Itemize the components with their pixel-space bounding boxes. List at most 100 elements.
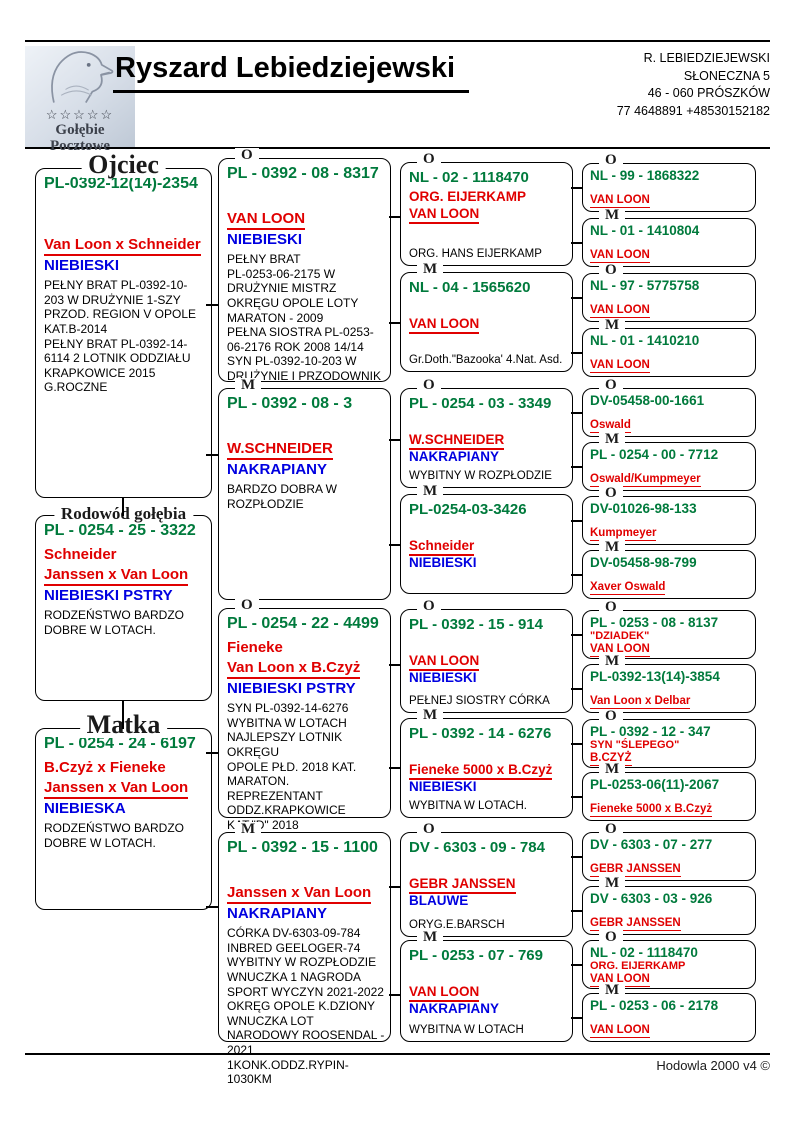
notes-text: RODZEŃSTWO BARDZO DOBRE W LOTACH. [44, 821, 184, 850]
pedigree-connector [389, 994, 400, 996]
strain-name: Janssen x Van Loon [44, 779, 206, 799]
strain-name: Janssen x Van Loon [227, 884, 385, 904]
logo-text-line2: Pocztowe [50, 137, 110, 154]
pedigree-connector [571, 242, 582, 244]
sex-label: M [599, 540, 626, 555]
ring-number: PL - 0254 - 03 - 3349 [409, 395, 552, 412]
ring-number: NL - 02 - 1118470 [409, 169, 529, 186]
pedigree-connector [206, 454, 218, 456]
strain-name: VAN LOON [409, 984, 567, 1002]
strain-name: Kumpmeyer [590, 527, 657, 541]
grandparent-box: M PL - 0392 - 15 - 1100 Janssen x Van Lo… [218, 822, 391, 1086]
pedigree-connector [571, 688, 582, 690]
pedigree-connector [389, 439, 400, 441]
father-box: Ojciec PL-0392-12(14)-2354 Van Loon x Sc… [35, 152, 212, 498]
breeder-line [44, 199, 206, 233]
great-grandparent-box: M PL - 0392 - 14 - 6276 Fieneke 5000 x B… [400, 708, 573, 818]
gg-grandparent-box: M NL - 01 - 1410210 VAN LOON [582, 318, 756, 377]
sex-label: O [235, 148, 259, 163]
breeder-line: "DZIADEK" [590, 630, 650, 642]
notes-text: ORYG.E.BARSCH [409, 918, 505, 931]
color-label: NIEBIESKI [409, 555, 477, 570]
sex-label: O [599, 486, 623, 501]
color-label: NIEBIESKI [409, 779, 477, 794]
breeder-line [227, 189, 385, 207]
ring-number: PL-0253-06(11)-2067 [590, 777, 720, 792]
pedigree-connector [571, 634, 582, 636]
notes-text: CÓRKA DV-6303-09-784 INBRED GEELOGER-74 … [227, 926, 385, 1087]
strain-name: Oswald [590, 419, 631, 433]
breeder-line: Schneider [44, 546, 117, 563]
great-grandparent-box: M NL - 04 - 1565620 VAN LOON Gr.Doth."Ba… [400, 262, 573, 372]
gg-grandparent-box: O DV-01026-98-133 Kumpmeyer [582, 486, 756, 545]
sex-label: M [599, 208, 626, 223]
sex-label: O [599, 153, 623, 168]
pedigree-connector [571, 187, 582, 189]
sex-label: M [599, 762, 626, 777]
pedigree-connector [206, 752, 218, 754]
gg-grandparent-box: M PL-0253-06(11)-2067 Fieneke 5000 x B.C… [582, 762, 756, 821]
strain-name: GEBR JANSSEN [409, 876, 567, 894]
color-label: NAKRAPIANY [227, 905, 328, 922]
pedigree-connector [571, 466, 582, 468]
ring-number: NL - 01 - 1410804 [590, 223, 700, 238]
pedigree-connector [571, 1017, 582, 1019]
pedigree-connector [122, 498, 124, 516]
ring-number: PL - 0254 - 24 - 6197 [44, 735, 196, 752]
ring-number: DV-05458-00-1661 [590, 393, 705, 408]
header-top-rule [25, 40, 770, 42]
pedigree-connector [571, 964, 582, 966]
color-label: NIEBIESKI [409, 670, 477, 685]
address-line: 46 - 060 PRÓSZKÓW [647, 86, 770, 100]
strain-name: Fieneke 5000 x B.Czyż [590, 803, 713, 817]
grandparent-box: O PL - 0254 - 22 - 4499 Fieneke Van Loon… [218, 598, 391, 832]
pedigree-connector [206, 906, 218, 908]
strain-name: Fieneke 5000 x B.Czyż [409, 762, 567, 780]
strain-name: VAN LOON [590, 304, 650, 318]
color-label: NIEBIESKI [44, 257, 120, 274]
strain-name: VAN LOON [409, 206, 567, 224]
breeder-line: Fieneke [227, 639, 283, 656]
ring-number: PL - 0392 - 15 - 1100 [227, 839, 378, 856]
sex-label: M [417, 930, 444, 945]
sex-label: M [599, 876, 626, 891]
great-grandparent-box: O NL - 02 - 1118470 ORG. EIJERKAMP VAN L… [400, 152, 573, 266]
sex-label: O [417, 378, 441, 393]
ring-number: PL - 0253 - 07 - 769 [409, 947, 543, 964]
sex-label: M [599, 983, 626, 998]
pedigree-connector [571, 412, 582, 414]
strain-name: VAN LOON [227, 210, 385, 230]
ring-number: NL - 02 - 1118470 [590, 945, 698, 960]
address-line: 77 4648891 +48530152182 [616, 103, 770, 118]
pedigree-connector [571, 796, 582, 798]
color-label: NAKRAPIANY [227, 461, 328, 478]
notes-text: Gr.Doth."Bazooka' 4.Nat. Asd. [409, 353, 563, 366]
strain-name: VAN LOON [590, 249, 650, 263]
gg-grandparent-box: O PL - 0392 - 12 - 347 SYN "ŚLEPEGO" B.C… [582, 709, 756, 768]
sex-label: M [235, 822, 262, 837]
sex-label: M [599, 432, 626, 447]
gg-grandparent-box: M PL - 0254 - 00 - 7712 Oswald/Kumpmeyer [582, 432, 756, 491]
header-bottom-rule [25, 147, 770, 149]
ring-number: PL - 0253 - 06 - 2178 [590, 998, 719, 1013]
sex-label: M [417, 484, 444, 499]
ring-number: PL - 0254 - 00 - 7712 [590, 447, 719, 462]
ring-number: DV-05458-98-799 [590, 555, 697, 570]
strain-name: GEBR JANSSEN [590, 917, 681, 931]
ring-number: NL - 01 - 1410210 [590, 333, 700, 348]
ring-number: PL - 0392 - 15 - 914 [409, 616, 543, 633]
color-label: NIEBIESKI [227, 231, 303, 248]
ring-number: PL - 0254 - 25 - 3322 [44, 522, 196, 539]
sex-label: O [417, 822, 441, 837]
breeder-line [409, 745, 567, 760]
sex-label: M [417, 708, 444, 723]
breeder-line [227, 419, 385, 437]
ring-number: PL - 0392 - 14 - 6276 [409, 725, 552, 742]
strain-name: W.SCHNEIDER [409, 432, 567, 450]
strain-name: VAN LOON [590, 972, 650, 987]
address-line: R. LEBIEDZIEJEWSKI [643, 51, 770, 65]
page-title: Ryszard Lebiedziejewski [113, 52, 470, 93]
gg-grandparent-box: M PL-0392-13(14)-3854 Van Loon x Delbar [582, 654, 756, 713]
pedigree-connector [389, 664, 400, 666]
strain-name: Van Loon x B.Czyż [227, 659, 385, 679]
